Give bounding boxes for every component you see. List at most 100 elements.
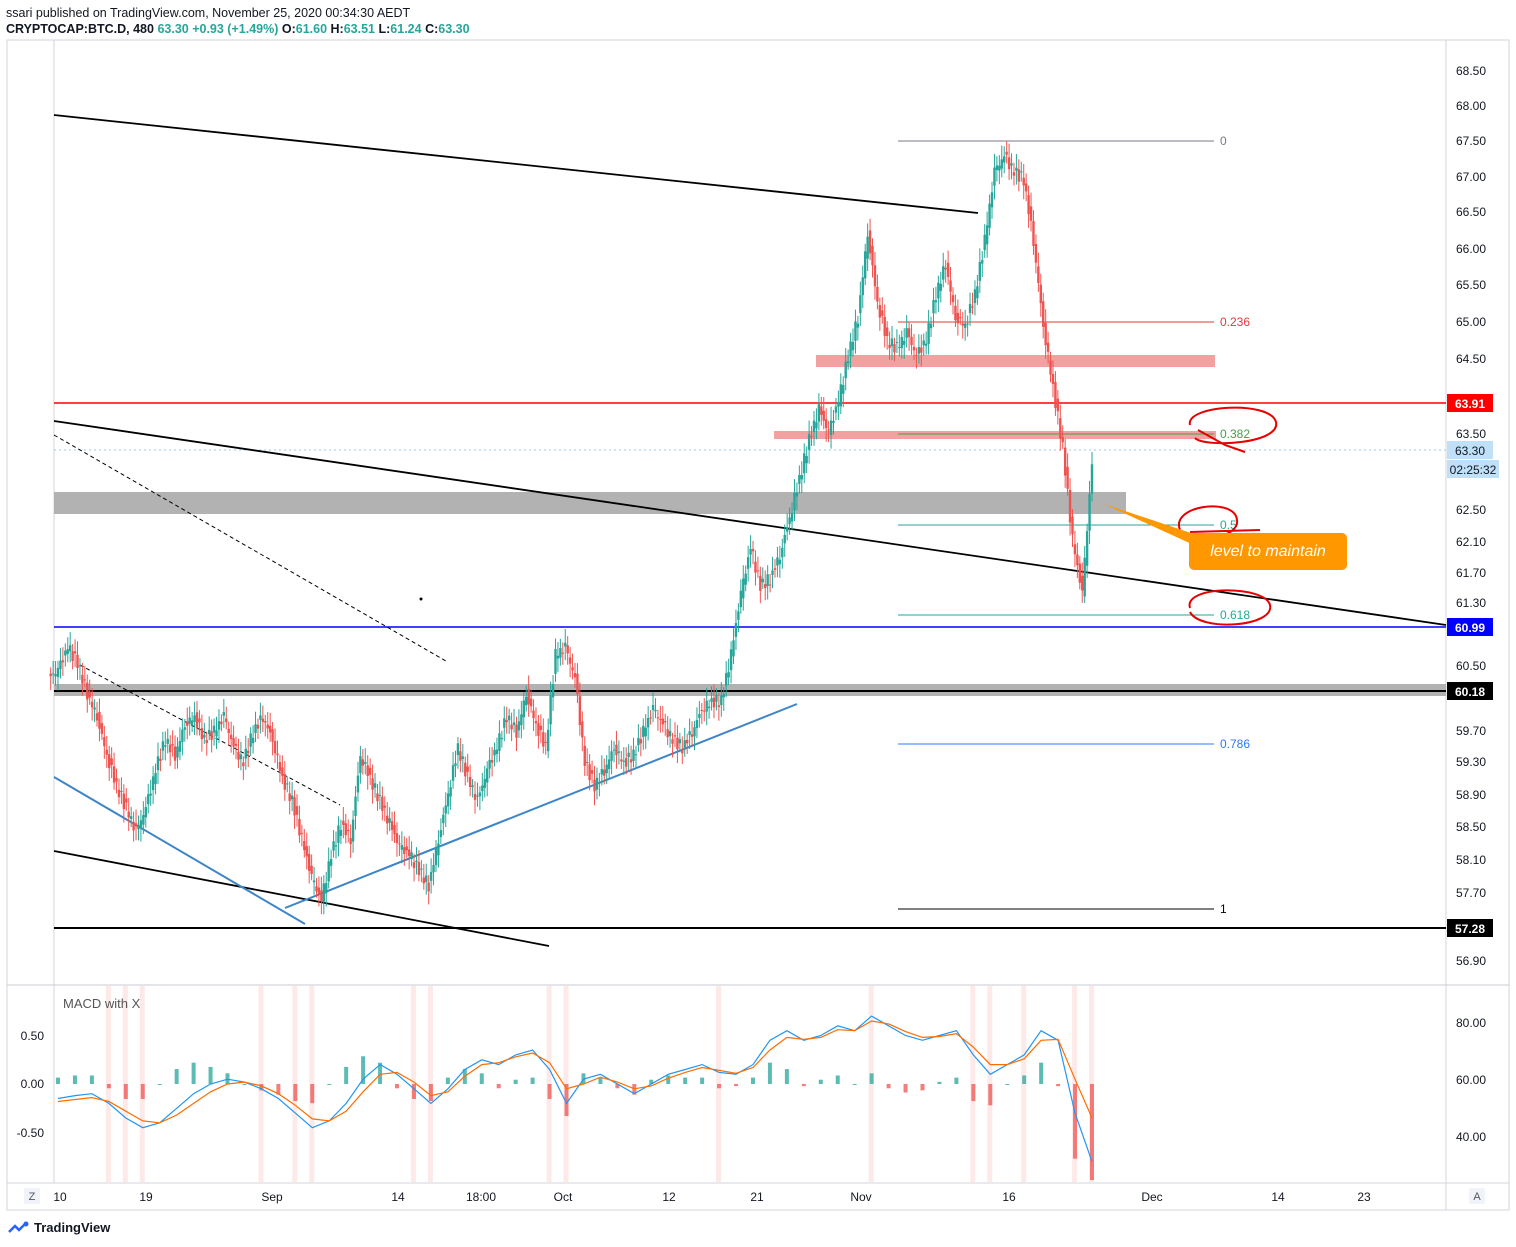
candle-body: [959, 317, 962, 319]
candle-body: [1005, 151, 1008, 155]
macd-hist-bar: [191, 1062, 196, 1084]
candle-body: [1076, 554, 1079, 566]
candle-body: [471, 785, 474, 787]
candle-body: [1071, 516, 1074, 535]
candle-body: [803, 453, 806, 474]
time-tick: 12: [662, 1190, 676, 1204]
price-axis[interactable]: 68.50 68.00 67.50 67.00 66.50 66.00 65.50 65.00…: [1456, 64, 1486, 968]
candle-body: [895, 342, 899, 344]
candle-body: [217, 721, 221, 730]
candle-body: [529, 698, 533, 707]
symbol-line: CRYPTOCAP:BTC.D, 480 63.30 +0.93 (+1.49%…: [6, 21, 470, 37]
candle-body: [347, 829, 350, 832]
macd-hist-bar: [767, 1062, 772, 1084]
candle-body: [300, 832, 304, 834]
candle-body: [351, 819, 355, 842]
macd-hist-bar: [208, 1066, 213, 1084]
candle-body: [144, 807, 147, 818]
candle-body: [400, 845, 404, 850]
symbol-name[interactable]: CRYPTOCAP:BTC.D, 480: [6, 22, 154, 36]
candle-body: [827, 429, 830, 431]
candle-body: [820, 406, 823, 415]
price-tick: 66.50: [1456, 205, 1486, 219]
candle-body: [256, 724, 260, 729]
auto-scale-toggle[interactable]: [1469, 1188, 1485, 1204]
candle-body: [695, 720, 699, 729]
macd-hist-bar: [327, 1084, 332, 1085]
candle-body: [1073, 544, 1077, 555]
candle-body: [846, 361, 850, 364]
dashed-trendline[interactable]: [53, 434, 447, 662]
candle-body: [654, 709, 657, 712]
high-label: H:: [330, 22, 344, 36]
candle-body: [771, 570, 774, 575]
footer: TradingView: [8, 1219, 110, 1239]
candle-body: [668, 730, 672, 737]
candle-body: [329, 859, 333, 866]
candle-body: [139, 820, 143, 828]
time-tick: 19: [139, 1190, 153, 1204]
price-tick: 59.70: [1456, 724, 1486, 738]
candle-body: [795, 492, 799, 497]
macd-hist-bar: [886, 1084, 891, 1089]
rising-trendline-blue[interactable]: [284, 703, 798, 909]
macd-hist-bar: [276, 1084, 281, 1095]
candle-body: [807, 434, 811, 450]
dot-marker: [419, 597, 423, 601]
candle-body: [849, 341, 852, 356]
macd-hist-bar: [361, 1056, 366, 1084]
candle-body: [98, 711, 101, 729]
candle-body: [705, 700, 708, 712]
candle-body: [656, 717, 660, 719]
candle-body: [766, 574, 769, 587]
time-axis[interactable]: 10 19 Sep 14 18:00 Oct 12 21 Nov 16 Dec 14 23: [53, 1190, 1371, 1204]
fib-level-label: 0.5: [1220, 518, 1237, 532]
dashed-trendline-2[interactable]: [79, 664, 341, 806]
candle-body: [66, 649, 69, 654]
macd-hist-bar: [818, 1079, 823, 1084]
candle-body: [566, 645, 569, 654]
candle-body: [393, 825, 396, 835]
trendline-lower[interactable]: [53, 850, 550, 947]
candle-body: [739, 590, 743, 608]
candle-body: [427, 882, 430, 892]
candle-body: [693, 727, 696, 737]
macd-hist-bar: [344, 1066, 349, 1084]
candle-body: [954, 305, 957, 321]
macd-title[interactable]: MACD with X: [63, 996, 141, 1011]
candle-body: [532, 710, 535, 719]
trendline-upper[interactable]: [53, 114, 979, 214]
candle-body: [634, 754, 638, 756]
candle-body: [617, 751, 621, 753]
tradingview-brand[interactable]: TradingView: [34, 1220, 111, 1236]
candle-body: [593, 779, 596, 792]
price-tick: 62.50: [1456, 503, 1486, 517]
auto-scale-label: A: [1473, 1191, 1481, 1203]
candle-body: [1020, 171, 1023, 173]
price-label-blue: 60.99: [1455, 621, 1485, 635]
candle-body: [242, 762, 245, 767]
candle-body: [868, 230, 872, 254]
candle-body: [156, 756, 160, 771]
candle-body: [498, 733, 501, 751]
candle-body: [642, 725, 645, 737]
candle-body: [1022, 177, 1025, 186]
candle-body: [632, 749, 635, 761]
candle-body: [151, 776, 155, 791]
candle-body: [454, 763, 457, 766]
candle-body: [949, 280, 952, 292]
candle-body: [383, 805, 386, 808]
wedge-line-blue-lower[interactable]: [53, 776, 306, 925]
price-tick: 61.30: [1456, 596, 1486, 610]
candle-body: [166, 738, 169, 744]
price-label-black-60: 60.18: [1455, 685, 1485, 699]
candle-body: [305, 846, 308, 857]
candle-body: [49, 673, 52, 677]
candle-body: [873, 265, 877, 287]
zoom-toggle[interactable]: [24, 1188, 40, 1204]
candle-body: [59, 660, 62, 670]
fibonacci-retracement[interactable]: 0 0.236 0.382 0.5 0.618 0.786 1: [898, 134, 1250, 916]
macd-left-tick: 0.50: [21, 1029, 45, 1043]
candle-body: [607, 759, 611, 770]
